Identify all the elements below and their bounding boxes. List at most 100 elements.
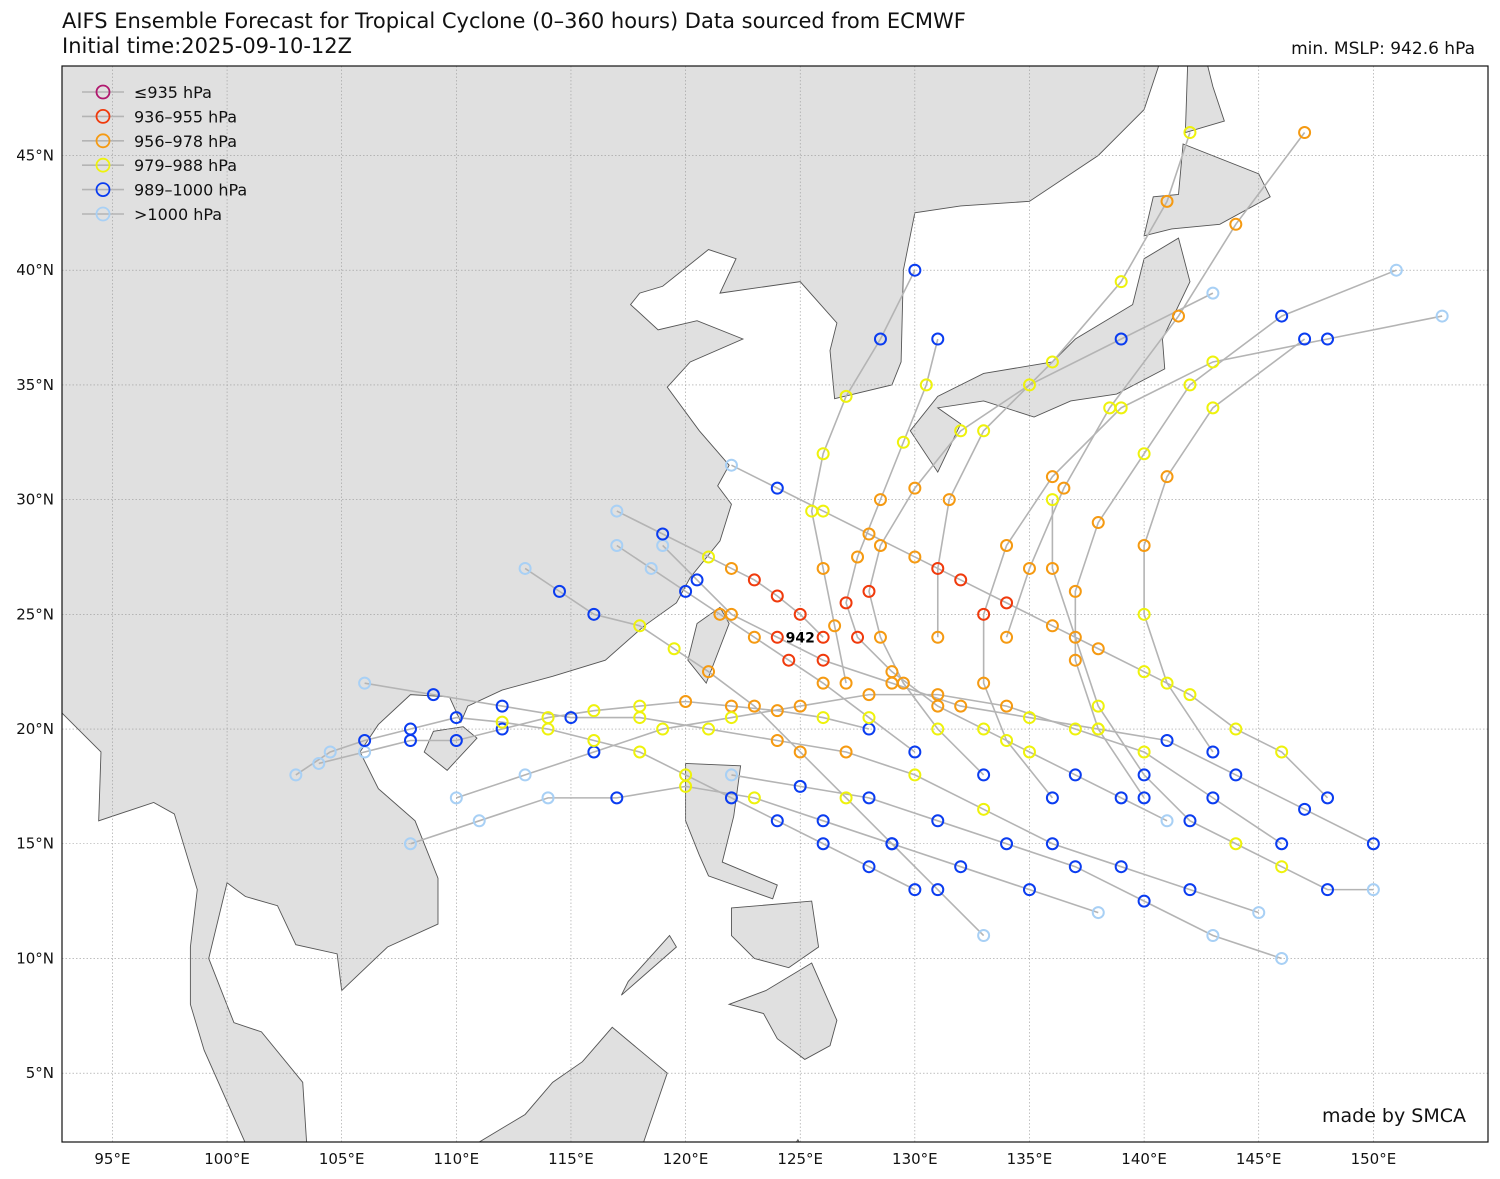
track-point — [747, 791, 761, 805]
track-point — [587, 734, 601, 748]
track-point — [828, 619, 842, 633]
min-pressure-label: 942 — [786, 630, 815, 646]
track-point — [656, 722, 670, 736]
track-line — [318, 700, 870, 765]
track-point — [931, 814, 945, 828]
track-point — [1091, 516, 1105, 530]
legend-label: 956–978 hPa — [134, 132, 237, 151]
track-point — [816, 711, 830, 725]
track-point — [518, 561, 532, 575]
track-point — [931, 883, 945, 897]
track-line — [845, 338, 1168, 822]
track-point — [862, 584, 876, 598]
legend-marker — [95, 84, 111, 100]
min-mslp-label: min. MSLP: 942.6 hPa — [1291, 39, 1475, 59]
track-line — [868, 292, 1214, 776]
track-point — [610, 538, 624, 552]
track-point — [633, 711, 647, 725]
track-point — [1045, 791, 1059, 805]
legend-label: 936–955 hPa — [134, 107, 237, 126]
track-point — [541, 722, 555, 736]
track-point — [793, 607, 807, 621]
track-point — [1183, 688, 1197, 702]
track-point — [1068, 584, 1082, 598]
track-point — [1022, 378, 1036, 392]
track-point — [1137, 665, 1151, 679]
track-point — [1091, 642, 1105, 656]
legend-marker — [95, 133, 111, 149]
track-point — [724, 768, 738, 782]
track-point — [908, 481, 922, 495]
track-point — [1045, 493, 1059, 507]
track-point — [1000, 734, 1014, 748]
track-point — [1275, 860, 1289, 874]
track-point — [862, 527, 876, 541]
track-point — [896, 435, 910, 449]
land-polygon — [1184, 66, 1225, 134]
track-point — [644, 561, 658, 575]
track-point — [679, 584, 693, 598]
track-line — [731, 464, 1329, 799]
track-point — [1114, 791, 1128, 805]
track-point — [702, 550, 716, 564]
track-point — [816, 653, 830, 667]
track-line — [524, 567, 985, 937]
track-point — [495, 699, 509, 713]
track-point — [633, 745, 647, 759]
track-point — [656, 527, 670, 541]
track-point — [403, 722, 417, 736]
track-point — [633, 619, 647, 633]
track-point — [1137, 768, 1151, 782]
track-point — [1000, 538, 1014, 552]
legend-label: 989–1000 hPa — [134, 181, 247, 200]
track-point — [690, 573, 704, 587]
y-tick-label: 40°N — [16, 261, 54, 279]
y-tick-label: 15°N — [16, 835, 54, 853]
track-point — [449, 711, 463, 725]
track-point — [931, 699, 945, 713]
track-point — [873, 493, 887, 507]
track-point — [1183, 378, 1197, 392]
track-point — [862, 711, 876, 725]
track-point — [770, 630, 784, 644]
track-point — [449, 791, 463, 805]
track-point — [1000, 630, 1014, 644]
track-point — [472, 814, 486, 828]
track-point — [885, 837, 899, 851]
track-point — [954, 699, 968, 713]
track-point — [862, 688, 876, 702]
track-point — [1114, 275, 1128, 289]
track-point — [839, 676, 853, 690]
track-point — [358, 676, 372, 690]
track-point — [839, 791, 853, 805]
track-point — [724, 458, 738, 472]
legend-marker — [95, 182, 111, 198]
track-point — [1045, 470, 1059, 484]
track-point — [667, 642, 681, 656]
track-point — [449, 734, 463, 748]
track-point — [977, 929, 991, 943]
track-point — [610, 504, 624, 518]
track-point — [1045, 837, 1059, 851]
track-point — [908, 263, 922, 277]
track-point — [1229, 837, 1243, 851]
track-point — [782, 653, 796, 667]
y-tick-label: 25°N — [16, 605, 54, 623]
track-point — [1091, 722, 1105, 736]
track-point — [679, 695, 693, 709]
track-point — [885, 665, 899, 679]
track-point — [1298, 802, 1312, 816]
legend-marker — [95, 157, 111, 173]
track-point — [1160, 194, 1174, 208]
track-point — [1091, 699, 1105, 713]
track-point — [1183, 126, 1197, 140]
track-line — [662, 544, 1374, 845]
track-point — [495, 715, 509, 729]
track-point — [1252, 906, 1266, 920]
track-point — [977, 802, 991, 816]
track-point — [1275, 309, 1289, 323]
track-point — [747, 573, 761, 587]
legend-marker — [95, 206, 111, 222]
track-point — [770, 589, 784, 603]
